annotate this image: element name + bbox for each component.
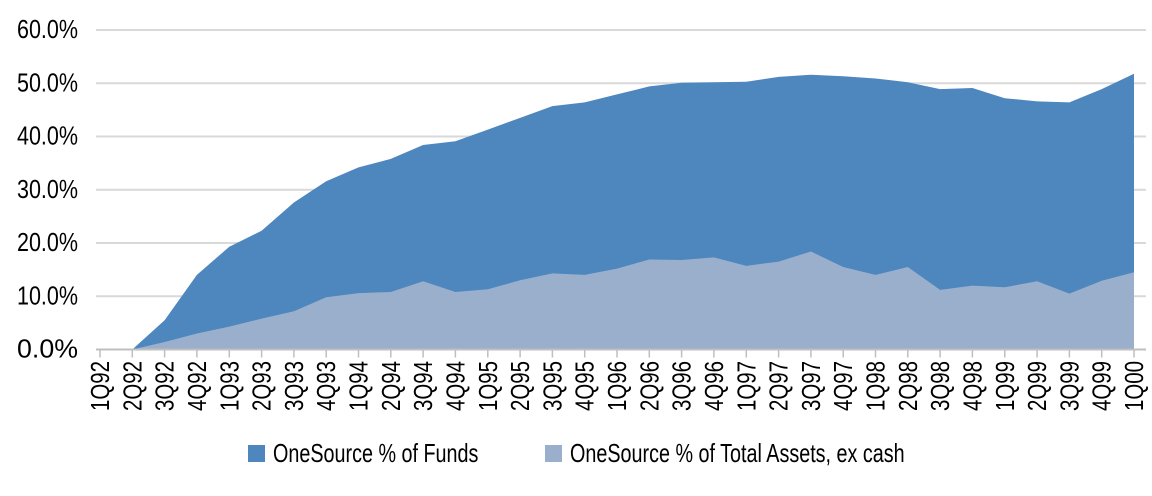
y-tick-label: 0.0% <box>17 334 78 364</box>
y-tick-label: 60.0% <box>17 14 78 44</box>
x-tick-label: 3Q96 <box>667 361 697 411</box>
x-tick-label: 4Q99 <box>1087 361 1117 411</box>
x-tick-label: 3Q99 <box>1054 361 1084 411</box>
x-tick-label: 4Q97 <box>828 361 858 411</box>
x-tick-label: 1Q98 <box>861 361 891 411</box>
x-tick-label: 3Q97 <box>796 361 826 411</box>
y-tick-label: 10.0% <box>17 280 78 310</box>
y-tick-label: 20.0% <box>17 227 78 257</box>
legend-item-funds: OneSource % of Funds <box>248 438 543 468</box>
x-tick-label: 1Q99 <box>990 361 1020 411</box>
x-tick-label: 4Q95 <box>570 361 600 411</box>
x-tick-label: 1Q92 <box>85 361 115 411</box>
x-tick-label: 4Q92 <box>182 361 212 411</box>
x-tick-label: 2Q95 <box>505 361 535 411</box>
x-tick-label: 1Q94 <box>344 361 374 411</box>
x-tick-label: 4Q94 <box>440 361 470 411</box>
x-tick-label: 1Q96 <box>602 361 632 411</box>
x-tick-label: 2Q96 <box>634 361 664 411</box>
y-tick-label: 40.0% <box>17 121 78 151</box>
x-tick-label: 2Q99 <box>1022 361 1052 411</box>
x-tick-label: 2Q92 <box>117 361 147 411</box>
x-tick-label: 4Q98 <box>957 361 987 411</box>
x-axis-labels: 1Q92 2Q92 3Q92 4Q92 1Q93 2Q93 3Q93 4Q93 1Q94 2Q94… <box>85 361 1149 411</box>
x-tick-label: 3Q94 <box>408 361 438 411</box>
x-axis-ticks <box>99 350 1135 358</box>
y-tick-label: 50.0% <box>17 67 78 97</box>
legend-item-total-assets: OneSource % of Total Assets, ex cash <box>545 438 1010 468</box>
x-tick-label: 1Q95 <box>473 361 503 411</box>
y-tick-label: 30.0% <box>17 174 78 204</box>
legend-swatch-total-assets-icon <box>545 444 562 462</box>
x-tick-label: 2Q94 <box>376 361 406 411</box>
series-area-1 <box>100 251 1134 350</box>
x-tick-label: 1Q97 <box>731 361 761 411</box>
x-tick-label: 3Q92 <box>150 361 180 411</box>
legend-label-total-assets: OneSource % of Total Assets, ex cash <box>570 437 905 468</box>
x-tick-label: 3Q98 <box>925 361 955 411</box>
y-axis-labels: 0.0% 10.0% 20.0% 30.0% 40.0% 50.0% 60.0% <box>17 14 78 364</box>
x-tick-label: 3Q93 <box>279 361 309 411</box>
x-tick-label: 2Q93 <box>247 361 277 411</box>
x-tick-label: 1Q93 <box>214 361 244 411</box>
legend-label-funds: OneSource % of Funds <box>273 437 479 468</box>
x-tick-label: 2Q98 <box>893 361 923 411</box>
legend-swatch-funds-icon <box>248 444 265 462</box>
x-tick-label: 3Q95 <box>537 361 567 411</box>
x-tick-label: 2Q97 <box>764 361 794 411</box>
x-tick-label: 4Q93 <box>311 361 341 411</box>
x-tick-label: 4Q96 <box>699 361 729 411</box>
x-tick-label: 1Q00 <box>1119 361 1149 411</box>
